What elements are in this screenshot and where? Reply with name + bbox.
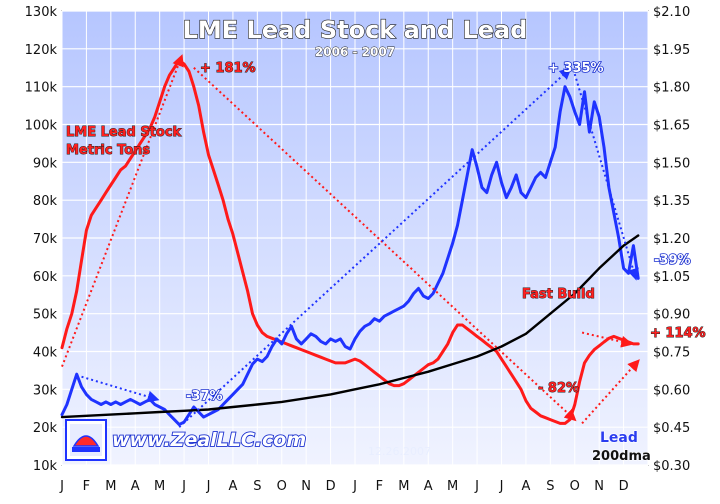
- label-200dma: 200dma: [592, 449, 651, 464]
- x-tick-label: J: [352, 479, 357, 494]
- chart-title: LME Lead Stock and Lead: [183, 16, 528, 44]
- y-right-tick-label: $1.50: [653, 156, 690, 171]
- annotation-plus-114: + 114%: [650, 326, 706, 341]
- y-left-tick-label: 100k: [25, 119, 58, 134]
- y-right-tick-label: $1.65: [653, 119, 690, 134]
- trend-arrow-1: [193, 67, 577, 422]
- x-tick-label: M: [105, 479, 116, 494]
- annotation-plus-335: + 335%: [548, 61, 604, 76]
- label-lme-stock: LME Lead Stock: [66, 125, 182, 140]
- y-left-tick-label: 30k: [33, 383, 58, 398]
- trend-arrow-2: [581, 359, 640, 425]
- x-tick-label: S: [546, 479, 554, 494]
- label-lead: Lead: [600, 430, 638, 446]
- x-tick-label: J: [474, 479, 479, 494]
- trend-arrows: [61, 54, 640, 428]
- x-tick-label: A: [424, 479, 433, 494]
- annotation-minus-37: -37%: [186, 389, 223, 404]
- x-tick-label: M: [154, 479, 165, 494]
- annotation-minus-39: -39%: [654, 253, 691, 268]
- y-right-tick-label: $1.95: [653, 43, 690, 58]
- zeal-logo: [65, 419, 107, 461]
- x-tick-label: D: [326, 479, 336, 494]
- trend-arrow-0: [61, 54, 184, 367]
- x-tick-label: M: [398, 479, 409, 494]
- x-tick-label: D: [619, 479, 629, 494]
- y-left-tick-label: 90k: [33, 156, 58, 171]
- label-metric-tons: Metric Tons: [66, 143, 150, 158]
- y-right-tick-label: $1.80: [653, 81, 690, 96]
- series-line-1: [60, 85, 640, 427]
- left-axis: 10k 20k 30k 40k 50k 60k 70k 80k 90k 100k 110k 120k 1…: [25, 5, 58, 474]
- y-right-tick-label: $0.60: [653, 383, 690, 398]
- x-tick-label: M: [447, 479, 458, 494]
- y-right-tick-label: $0.90: [653, 308, 690, 323]
- y-left-tick-label: 10k: [33, 459, 58, 474]
- annotation-fast-build: Fast Build: [522, 287, 595, 302]
- trend-arrow-3: [581, 331, 634, 348]
- y-left-tick-label: 50k: [33, 308, 58, 323]
- watermark-url: www.ZealLLC.com: [112, 429, 306, 451]
- x-tick-label: A: [228, 479, 237, 494]
- y-right-tick-label: $0.45: [653, 421, 690, 436]
- x-tick-label: N: [594, 479, 604, 494]
- x-tick-label: J: [206, 479, 211, 494]
- x-tick-label: F: [376, 479, 383, 494]
- x-tick-label: O: [570, 479, 580, 494]
- annotation-plus-181: + 181%: [200, 61, 256, 76]
- annotation-minus-82: - 82%: [538, 381, 579, 396]
- y-right-tick-label: $0.30: [653, 459, 690, 474]
- y-left-tick-label: 130k: [25, 5, 58, 20]
- y-left-tick-label: 20k: [33, 421, 58, 436]
- x-tick-label: J: [181, 479, 186, 494]
- y-right-tick-label: $0.75: [653, 346, 690, 361]
- trend-arrow-6: [573, 73, 639, 281]
- y-left-tick-label: 40k: [33, 346, 58, 361]
- y-left-tick-label: 110k: [25, 81, 58, 96]
- watermark-date: 12.26.2007: [368, 445, 431, 458]
- gridlines: [61, 10, 649, 466]
- x-tick-label: N: [301, 479, 311, 494]
- y-right-tick-label: $2.10: [653, 5, 690, 20]
- y-left-tick-label: 60k: [33, 270, 58, 285]
- x-tick-label: J: [59, 479, 64, 494]
- x-tick-label: A: [131, 479, 140, 494]
- x-tick-label: S: [253, 479, 261, 494]
- x-tick-label: F: [83, 479, 90, 494]
- y-left-tick-label: 70k: [33, 232, 58, 247]
- series-group: [60, 58, 640, 427]
- right-axis: $0.30 $0.45 $0.60 $0.75 $0.90 $1.05 $1.20 $1.35…: [653, 5, 690, 474]
- chart-subtitle: 2006 - 2007: [315, 45, 395, 59]
- y-right-tick-label: $1.35: [653, 194, 690, 209]
- trend-arrow-4: [81, 375, 160, 403]
- x-tick-label: A: [521, 479, 530, 494]
- y-left-tick-label: 120k: [25, 43, 58, 58]
- y-right-tick-label: $1.20: [653, 232, 690, 247]
- series-line-2: [60, 234, 640, 419]
- y-right-tick-label: $1.05: [653, 270, 690, 285]
- y-left-tick-label: 80k: [33, 194, 58, 209]
- trend-arrow-5: [178, 67, 572, 428]
- x-tick-label: O: [277, 479, 287, 494]
- x-tick-label: J: [499, 479, 504, 494]
- series-line-0: [60, 58, 640, 425]
